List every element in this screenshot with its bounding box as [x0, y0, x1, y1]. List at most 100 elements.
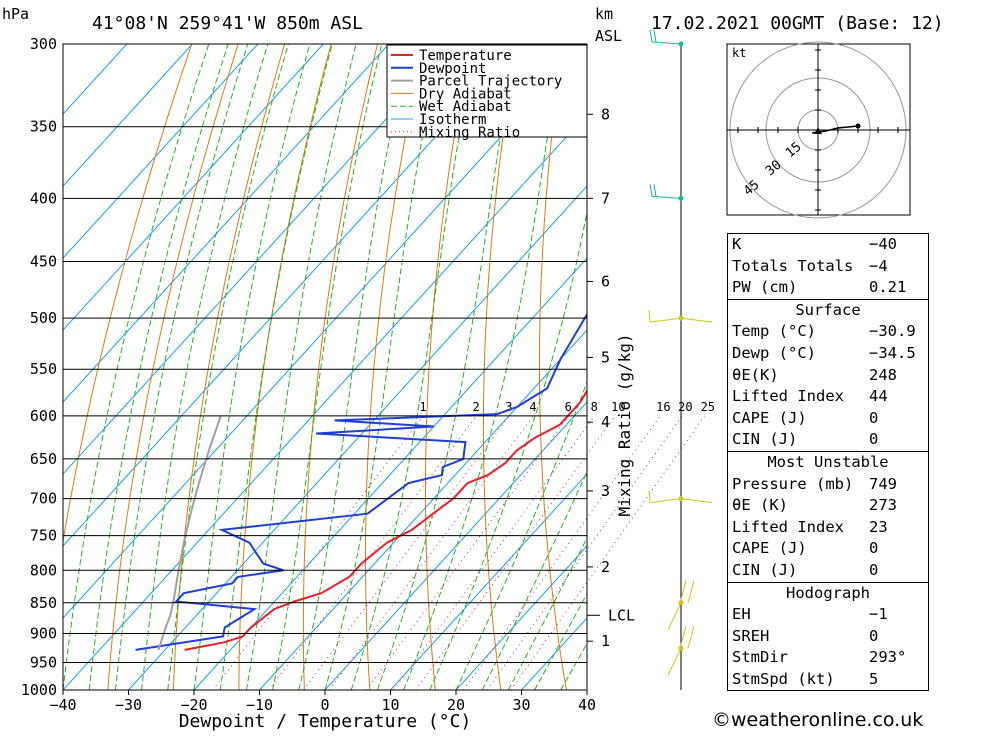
isotherm-line	[63, 44, 651, 690]
legend-entry: Mixing Ratio	[419, 125, 520, 141]
most-unstable-index-row: Lifted Index 23	[728, 517, 928, 539]
wet-adiabat-line	[377, 44, 515, 690]
most-unstable-index-row: CAPE (J) 0	[728, 538, 928, 560]
datetime-label: 17.02.2021 00GMT (Base: 12)	[651, 13, 944, 34]
most-unstable-index-value: 23	[869, 517, 924, 539]
mixing-ratio-line	[394, 416, 595, 690]
general-index-label: K	[732, 234, 741, 256]
surface-index-label: Lifted Index	[732, 386, 844, 408]
surface-index-value: 0	[869, 408, 924, 430]
surface-index-label: θE(K)	[732, 365, 779, 387]
height-tick-label: 8	[601, 105, 610, 123]
hodograph-index-label: StmDir	[732, 647, 788, 669]
height-tick-label: 1	[601, 632, 610, 650]
pressure-tick-label: 400	[30, 189, 57, 207]
hodograph-index-value: 0	[869, 626, 924, 648]
dry-adiabat-line	[646, 44, 697, 690]
mixing-ratio-label: 8	[591, 400, 598, 414]
pressure-tick-label: 750	[30, 527, 57, 545]
pressure-tick-label: 800	[30, 561, 57, 579]
height-tick-label: 3	[601, 482, 610, 500]
general-index-label: PW (cm)	[732, 277, 797, 299]
isotherm-line	[0, 44, 454, 690]
dry-adiabat-line	[935, 44, 1000, 690]
surface-index-row: Dewp (°C) −34.5	[728, 343, 928, 365]
surface-index-value: 248	[869, 365, 924, 387]
pressure-tick-label: 700	[30, 490, 57, 508]
surface-index-label: Dewp (°C)	[732, 343, 816, 365]
dry-adiabat-line	[981, 44, 1000, 690]
temperature-tick-label: 40	[578, 696, 596, 714]
surface-index-value: 0	[869, 429, 924, 451]
surface-index-label: CIN (J)	[732, 429, 797, 451]
hodograph-index-row: StmSpd (kt) 5	[728, 669, 928, 691]
surface-index-row: CAPE (J)0	[728, 408, 928, 430]
most-unstable-index-value: 0	[869, 538, 924, 560]
wet-adiabat-line	[456, 44, 676, 690]
height-tick-label: 5	[601, 348, 610, 366]
most-unstable-title: Most Unstable	[728, 452, 928, 474]
hodograph-index-row: SREH 0	[728, 626, 928, 648]
hodograph-index-label: StmSpd (kt)	[732, 669, 835, 691]
wet-adiabat-line	[430, 44, 616, 690]
pressure-tick-label: 500	[30, 309, 57, 327]
hodograph-index-label: SREH	[732, 626, 769, 648]
pressure-tick-label: 300	[30, 35, 57, 53]
dry-adiabat-line	[173, 44, 284, 690]
copyright-footer[interactable]: ©weatheronline.co.uk	[712, 709, 923, 731]
wet-adiabat-line	[115, 44, 247, 690]
dry-adiabat-line	[366, 44, 424, 690]
surface-index-value: −34.5	[869, 343, 924, 365]
surface-index-label: Temp (°C)	[732, 321, 816, 343]
hodograph-index-value: 5	[869, 669, 924, 691]
hodograph-index-value: −1	[869, 604, 924, 626]
location-label: 41°08'N 259°41'W 850m ASL	[92, 13, 363, 34]
surface-index-row: θE(K) 248	[728, 365, 928, 387]
mixing-ratio-label: 2	[472, 400, 479, 414]
most-unstable-index-label: Lifted Index	[732, 517, 844, 539]
hodograph-index-label: EH	[732, 604, 751, 626]
temperature-tick-label: 30	[512, 696, 530, 714]
general-index-row: K −40	[728, 234, 928, 256]
x-axis-label: Dewpoint / Temperature (°C)	[179, 711, 472, 732]
most-unstable-index-value: 0	[869, 560, 924, 582]
isotherm-line	[0, 44, 520, 690]
most-unstable-index-row: CIN (J) 0	[728, 560, 928, 582]
general-index-row: PW (cm)0.21	[728, 277, 928, 299]
isotherm-line	[0, 44, 585, 690]
most-unstable-index-row: θE (K)273	[728, 495, 928, 517]
mixing-ratio-line	[366, 416, 568, 690]
lcl-label: LCL	[608, 606, 635, 624]
surface-index-value: 44	[869, 386, 924, 408]
pressure-tick-label: 900	[30, 624, 57, 642]
km-label: km	[595, 5, 613, 23]
hodograph-unit: kt	[732, 46, 746, 60]
parcel-trajectory-line	[158, 416, 220, 650]
surface-index-row: CIN (J) 0	[728, 429, 928, 451]
mixing-ratio-label: 1	[419, 400, 426, 414]
wet-adiabat-line	[325, 44, 441, 690]
most-unstable-index-label: θE (K)	[732, 495, 788, 517]
general-index-value: −40	[869, 234, 924, 256]
hodograph-index-value: 293°	[869, 647, 924, 669]
surface-index-row: Lifted Index 44	[728, 386, 928, 408]
most-unstable-index-label: CAPE (J)	[732, 538, 807, 560]
height-tick-label: 2	[601, 558, 610, 576]
most-unstable-index-row: Pressure (mb)749	[728, 474, 928, 496]
wind-barb	[650, 184, 681, 198]
height-tick-label: 4	[601, 413, 610, 431]
mixing-ratio-label: 25	[701, 400, 715, 414]
pressure-tick-label: 850	[30, 594, 57, 612]
most-unstable-index-label: CIN (J)	[732, 560, 797, 582]
wet-adiabat-line	[273, 44, 382, 690]
general-index-row: Totals Totals−4	[728, 256, 928, 278]
temperature-tick-label: −30	[115, 696, 142, 714]
hodograph-index-row: EH −1	[728, 604, 928, 626]
most-unstable-index-label: Pressure (mb)	[732, 474, 853, 496]
height-tick-label: 6	[601, 272, 610, 290]
mixing-ratio-label: 20	[678, 400, 692, 414]
